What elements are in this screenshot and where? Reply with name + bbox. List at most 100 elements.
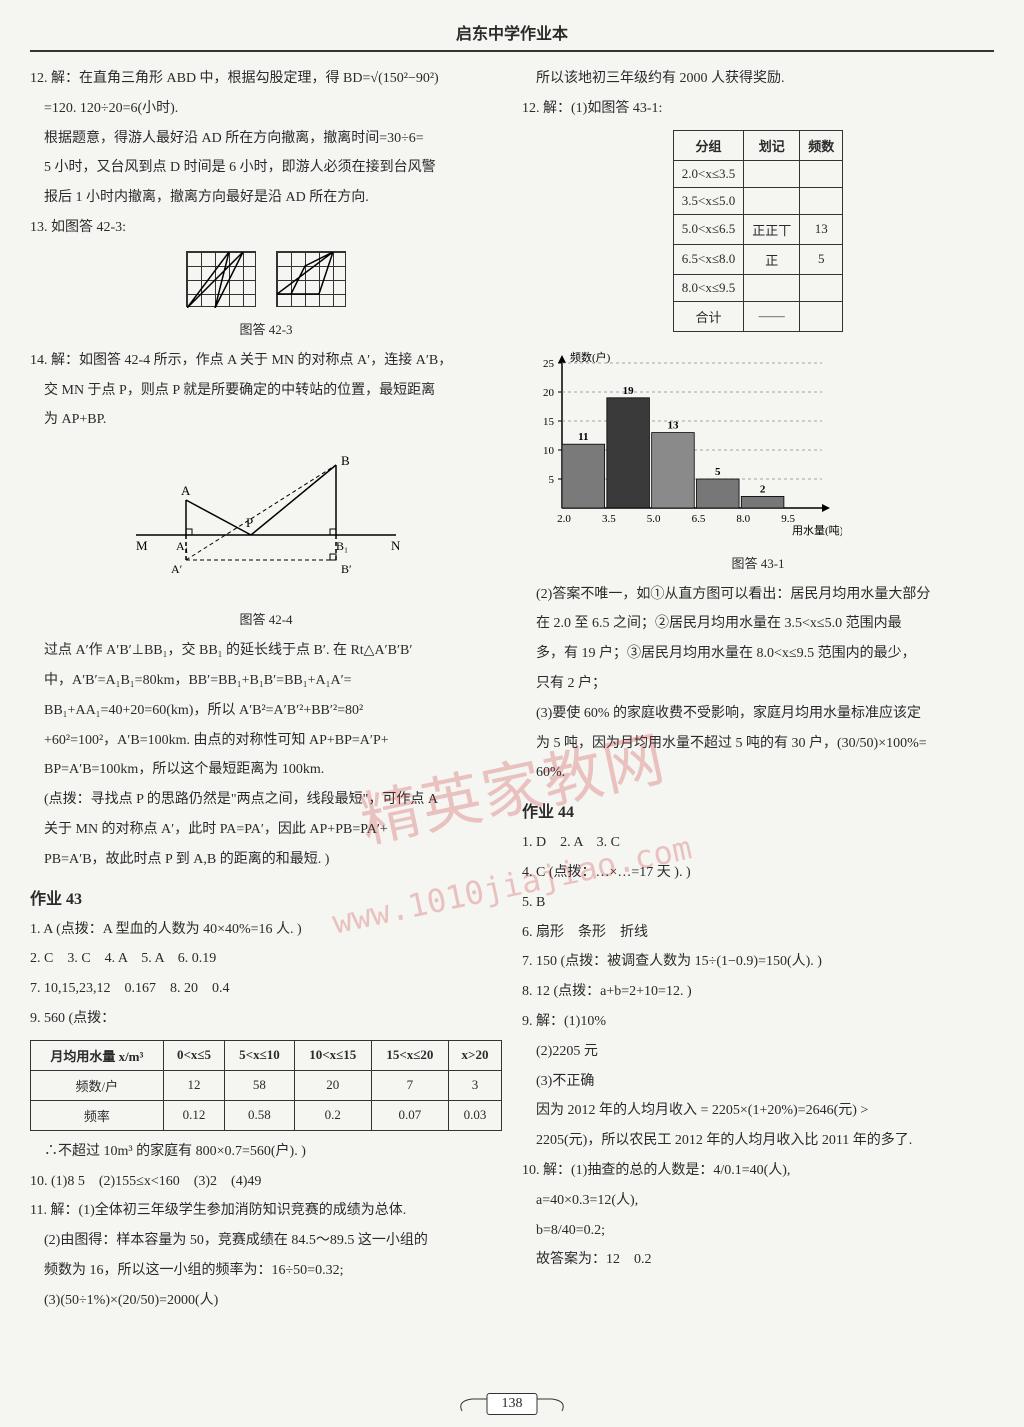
hw44-9b: (2)2205 元 [522, 1040, 994, 1064]
td: 频率 [31, 1100, 164, 1130]
td [800, 160, 843, 187]
td: 0.03 [449, 1100, 502, 1130]
p14-l11: PB=A′B，故此时点 P 到 A,B 的距离的和最短. ) [30, 848, 502, 872]
svg-text:3.5: 3.5 [602, 513, 616, 525]
td: 13 [800, 214, 843, 244]
svg-text:2.0: 2.0 [557, 513, 571, 525]
hw44-4: 4. C (点拨：…×…=17 天 ). ) [522, 861, 994, 885]
svg-text:25: 25 [543, 358, 555, 370]
svg-text:P: P [246, 515, 253, 530]
r-p12b2: 在 2.0 至 6.5 之间；②居民月均用水量在 3.5<x≤5.0 范围内最 [522, 612, 994, 636]
td: 0.12 [163, 1100, 225, 1130]
th: 频数 [800, 130, 843, 160]
p14-l10: 关于 MN 的对称点 A′，此时 PA=PA′，因此 AP+PB=PA′+ [30, 818, 502, 842]
r-p12c3: 60%. [522, 761, 994, 785]
hw43-11c: 频数为 16，所以这一小组的频率为：16÷50=0.32; [30, 1259, 502, 1283]
td [800, 187, 843, 214]
td: 合计 [673, 301, 743, 331]
hw44-10c: b=8/40=0.2; [522, 1219, 994, 1243]
td: 0.58 [225, 1100, 294, 1130]
r-p12b1: (2)答案不唯一，如①从直方图可以看出：居民月均用水量大部分 [522, 583, 994, 607]
td: 0.2 [294, 1100, 371, 1130]
td [744, 187, 800, 214]
hw43-11a: 11. 解：(1)全体初三年级学生参加消防知识竞赛的成绩为总体. [30, 1199, 502, 1223]
svg-text:频数(户): 频数(户) [570, 350, 611, 364]
svg-text:N: N [391, 538, 401, 553]
p14-line3: 为 AP+BP. [30, 408, 502, 432]
td: 3.5<x≤5.0 [673, 187, 743, 214]
table-hw43: 月均用水量 x/m³ 0<x≤5 5<x≤10 10<x≤15 15<x≤20 … [30, 1040, 502, 1131]
hw43-11d: (3)(50÷1%)×(20/50)=2000(人) [30, 1289, 502, 1313]
hw44-8: 8. 12 (点拨：a+b=2+10=12. ) [522, 980, 994, 1004]
r-p12b4: 只有 2 户； [522, 672, 994, 696]
svg-text:8.0: 8.0 [736, 513, 750, 525]
bar-chart-43-1: 5101520252.03.55.06.58.09.511191352频数(户)… [522, 348, 994, 543]
td: 8.0<x≤9.5 [673, 274, 743, 301]
p14-l8: BP=A′B=100km，所以这个最短距离为 100km. [30, 758, 502, 782]
p14-l7: +60²=100²，A′B=100km. 由点的对称性可知 AP+BP=A′P+ [30, 729, 502, 753]
td [800, 274, 843, 301]
p12-line1: 12. 解：在直角三角形 ABD 中，根据勾股定理，得 BD=√(150²−90… [30, 67, 502, 91]
svg-text:13: 13 [667, 419, 679, 431]
hw44-1: 1. D 2. A 3. C [522, 831, 994, 855]
hw44-7: 7. 150 (点拨：被调查人数为 15÷(1−0.9)=150(人). ) [522, 950, 994, 974]
svg-text:B′: B′ [341, 562, 352, 576]
hw44-9e: 2205(元)，所以农民工 2012 年的人均月收入比 2011 年的多了. [522, 1129, 994, 1153]
td: 5.0<x≤6.5 [673, 214, 743, 244]
svg-text:M: M [136, 538, 148, 553]
hw44-9d: 因为 2012 年的人均月收入 = 2205×(1+20%)=2646(元) > [522, 1099, 994, 1123]
td: 频数/户 [31, 1070, 164, 1100]
p14-l4: 过点 A′作 A′B′⊥BB₁，交 BB₁ 的延长线于点 B′. 在 Rt△A′… [30, 639, 502, 663]
td: 0.07 [371, 1100, 448, 1130]
th: 月均用水量 x/m³ [31, 1040, 164, 1070]
svg-text:A: A [181, 483, 191, 498]
svg-text:B: B [341, 453, 350, 468]
hw44-10b: a=40×0.3=12(人), [522, 1189, 994, 1213]
th: 划记 [744, 130, 800, 160]
left-column: 12. 解：在直角三角形 ABD 中，根据勾股定理，得 BD=√(150²−90… [30, 64, 502, 1316]
p14-l5: 中，A′B′=A₁B₁=80km，BB′=BB₁+B₁B′=BB₁+A₁A′= [30, 669, 502, 693]
page-title: 启东中学作业本 [30, 20, 994, 52]
p13: 13. 如图答 42-3: [30, 216, 502, 240]
svg-text:20: 20 [543, 387, 555, 399]
r-p12c2: 为 5 吨，因为月均用水量不超过 5 吨的有 30 户，(30/50)×100%… [522, 732, 994, 756]
td: 6.5<x≤8.0 [673, 244, 743, 274]
svg-text:5: 5 [549, 474, 555, 486]
r-p12: 12. 解：(1)如图答 43-1: [522, 97, 994, 121]
svg-text:A′: A′ [171, 562, 183, 576]
svg-text:11: 11 [578, 431, 588, 443]
th: x>20 [449, 1040, 502, 1070]
r-p12b3: 多，有 19 户；③居民月均用水量在 8.0<x≤9.5 范围内的最少， [522, 642, 994, 666]
geometry-figure-42-4: A B M N P A₁ B₁ A′ B′ [116, 445, 416, 595]
hw43-10: 10. (1)8 5 (2)155≤x<160 (3)2 (4)49 [30, 1170, 502, 1194]
hw44-5: 5. B [522, 891, 994, 915]
td: 20 [294, 1070, 371, 1100]
th: 10<x≤15 [294, 1040, 371, 1070]
r-top1: 所以该地初三年级约有 2000 人获得奖励. [522, 67, 994, 91]
td: 正正丅 [744, 214, 800, 244]
td: 3 [449, 1070, 502, 1100]
hw44-9a: 9. 解：(1)10% [522, 1010, 994, 1034]
hw43-11b: (2)由图得：样本容量为 50，竞赛成绩在 84.5～89.5 这一小组的 [30, 1229, 502, 1253]
svg-text:用水量(吨): 用水量(吨) [792, 524, 842, 537]
td [800, 301, 843, 331]
svg-text:6.5: 6.5 [692, 513, 706, 525]
svg-text:9.5: 9.5 [781, 513, 795, 525]
td: 2.0<x≤3.5 [673, 160, 743, 187]
right-column: 所以该地初三年级约有 2000 人获得奖励. 12. 解：(1)如图答 43-1… [522, 64, 994, 1316]
svg-text:15: 15 [543, 416, 555, 428]
td: 正 [744, 244, 800, 274]
svg-text:19: 19 [623, 384, 635, 396]
hw43-7: 7. 10,15,23,12 0.167 8. 20 0.4 [30, 977, 502, 1001]
fig-42-3-wrap [30, 251, 502, 307]
svg-text:B₁: B₁ [336, 539, 348, 553]
two-column-layout: 12. 解：在直角三角形 ABD 中，根据勾股定理，得 BD=√(150²−90… [30, 64, 994, 1316]
td: 5 [800, 244, 843, 274]
grid-figure-left [186, 251, 256, 307]
hw44-10a: 10. 解：(1)抽查的总的人数是：4/0.1=40(人), [522, 1159, 994, 1183]
hw44-9c: (3)不正确 [522, 1070, 994, 1094]
p14-line2: 交 MN 于点 P，则点 P 就是所要确定的中转站的位置，最短距离 [30, 379, 502, 403]
hw43-2: 2. C 3. C 4. A 5. A 6. 0.19 [30, 947, 502, 971]
td: —— [744, 301, 800, 331]
fig-42-3-caption: 图答 42-3 [30, 319, 502, 338]
